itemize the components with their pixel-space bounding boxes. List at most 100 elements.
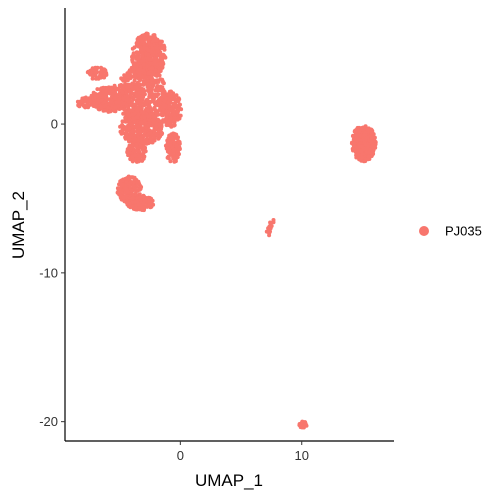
data-point — [84, 96, 88, 100]
data-point — [142, 89, 146, 93]
data-point — [92, 101, 96, 105]
x-tick-label: 0 — [177, 448, 184, 463]
data-point — [117, 100, 121, 104]
data-point — [142, 59, 146, 63]
data-point — [93, 92, 97, 96]
data-point — [150, 108, 154, 112]
data-point — [150, 138, 154, 142]
data-point — [139, 137, 143, 141]
y-axis-ticks: 0-10-20 — [39, 117, 65, 430]
data-point — [121, 78, 125, 82]
data-point — [177, 145, 181, 149]
data-point — [172, 147, 176, 151]
data-point — [268, 221, 272, 225]
data-point — [136, 52, 140, 56]
data-point — [155, 112, 159, 116]
data-point — [272, 220, 276, 224]
data-point — [88, 73, 92, 77]
data-point — [125, 74, 129, 78]
data-point — [143, 115, 147, 119]
data-point — [138, 121, 142, 125]
data-point — [135, 115, 139, 119]
data-point — [172, 112, 176, 116]
data-point — [136, 40, 140, 44]
data-point — [149, 49, 153, 53]
data-point — [133, 75, 137, 79]
legend: PJ035 — [419, 224, 482, 239]
data-point — [142, 63, 146, 67]
data-point — [159, 41, 163, 45]
data-point — [133, 111, 137, 115]
data-point — [128, 108, 132, 112]
data-point — [106, 101, 110, 105]
data-point — [160, 131, 164, 135]
data-point — [83, 105, 87, 109]
data-point — [132, 125, 136, 129]
data-point — [157, 128, 161, 132]
data-point — [123, 116, 127, 120]
data-point — [168, 119, 172, 123]
data-point — [94, 69, 98, 73]
data-point — [133, 120, 137, 124]
x-tick-label: 10 — [294, 448, 308, 463]
data-point — [269, 225, 273, 229]
data-point — [165, 123, 169, 127]
data-point — [122, 97, 126, 101]
data-point — [146, 53, 150, 57]
data-point — [119, 83, 123, 87]
data-point — [352, 148, 356, 152]
data-point — [138, 68, 142, 72]
data-point — [123, 177, 127, 181]
data-point — [79, 99, 83, 103]
data-point — [154, 132, 158, 136]
data-point — [369, 128, 373, 132]
data-point — [132, 116, 136, 120]
data-point — [173, 97, 177, 101]
data-point — [146, 134, 150, 138]
data-point — [366, 157, 370, 161]
data-point — [363, 133, 367, 137]
data-point — [99, 66, 103, 70]
data-point — [138, 73, 142, 77]
data-point — [151, 82, 155, 86]
y-tick-label: 0 — [51, 117, 58, 132]
data-point — [139, 96, 143, 100]
data-point — [137, 128, 141, 132]
data-point — [122, 196, 126, 200]
data-point — [154, 103, 158, 107]
data-point — [88, 99, 92, 103]
data-point — [140, 206, 144, 210]
data-point — [357, 144, 361, 148]
data-point — [144, 75, 148, 79]
data-point — [148, 87, 152, 91]
data-point — [144, 139, 148, 143]
data-point — [104, 70, 108, 74]
data-point — [169, 152, 173, 156]
data-point — [363, 143, 367, 147]
data-point — [148, 91, 152, 95]
data-point — [113, 84, 117, 88]
data-point — [140, 54, 144, 58]
data-point — [156, 49, 160, 53]
data-point — [136, 81, 140, 85]
data-point — [169, 94, 173, 98]
data-point — [172, 120, 176, 124]
data-point — [159, 77, 163, 81]
data-point — [133, 178, 137, 182]
data-point — [176, 110, 180, 114]
data-point — [130, 143, 134, 147]
data-point — [128, 205, 132, 209]
data-point — [159, 60, 163, 64]
data-point — [164, 109, 168, 113]
data-point — [365, 127, 369, 131]
data-point — [147, 202, 151, 206]
data-point — [142, 81, 146, 85]
data-point — [77, 104, 81, 108]
data-point — [121, 119, 125, 123]
data-point — [354, 153, 358, 157]
data-point — [167, 156, 171, 160]
data-point — [147, 41, 151, 45]
data-point — [150, 72, 154, 76]
data-point — [99, 105, 103, 109]
